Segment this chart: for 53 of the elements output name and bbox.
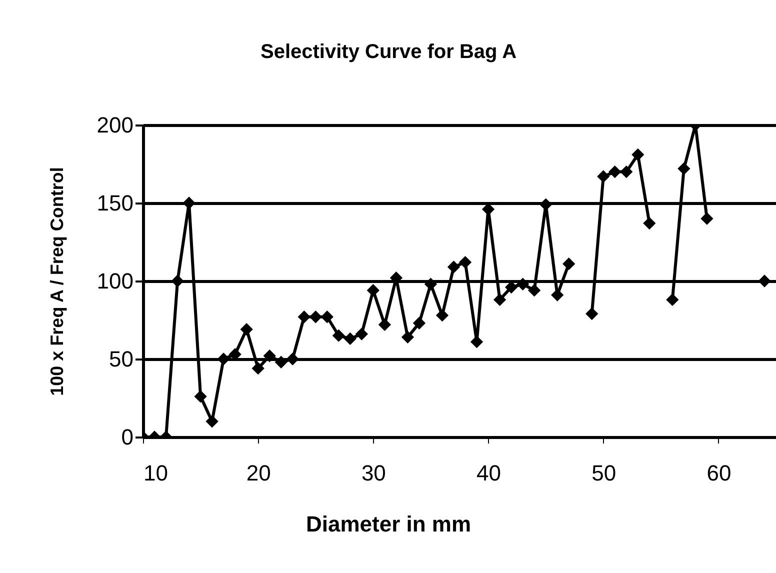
y-tick-label: 0 [121, 424, 134, 450]
x-tick-label: 50 [592, 460, 616, 486]
point [493, 293, 506, 306]
point [240, 323, 253, 336]
point [309, 310, 322, 324]
point [171, 274, 184, 288]
point [355, 328, 368, 340]
point [447, 260, 460, 274]
point [458, 256, 472, 269]
point [528, 284, 541, 297]
point [666, 293, 679, 306]
point [401, 330, 414, 344]
x-axis-title: Diameter in mm [306, 512, 472, 536]
point [562, 258, 576, 270]
y-tick-label: 100 [96, 268, 134, 294]
point [678, 162, 690, 176]
point [700, 212, 714, 225]
point [274, 356, 288, 368]
point [436, 308, 449, 322]
point [320, 310, 334, 324]
point [597, 170, 610, 183]
y-tick-label: 200 [96, 112, 134, 138]
point [643, 216, 656, 230]
point [366, 284, 380, 297]
point [539, 198, 552, 211]
point [332, 329, 345, 342]
point [632, 148, 644, 161]
point [252, 362, 264, 375]
y-tick-label: 150 [96, 190, 134, 216]
y-axis-title: 100 x Freq A / Freq Control [46, 167, 67, 396]
point [298, 310, 310, 324]
point [424, 278, 438, 290]
point [758, 274, 771, 288]
x-tick-label: 60 [706, 460, 732, 486]
point [608, 165, 622, 178]
point [182, 196, 196, 210]
point [378, 318, 392, 332]
x-tick-label: 20 [246, 460, 271, 486]
point [620, 165, 633, 178]
point [194, 390, 207, 403]
y-tick-label: 50 [109, 346, 134, 372]
chart-title: Selectivity Curve for Bag A [260, 41, 517, 63]
point [586, 307, 598, 320]
point [263, 350, 276, 362]
x-tick-label: 40 [476, 460, 502, 486]
x-tick-label: 10 [144, 460, 168, 486]
point [206, 415, 218, 428]
point [470, 336, 484, 348]
point [516, 278, 530, 290]
point [286, 352, 299, 366]
point [412, 316, 426, 330]
point [344, 332, 356, 346]
x-tick-label: 30 [361, 460, 386, 486]
